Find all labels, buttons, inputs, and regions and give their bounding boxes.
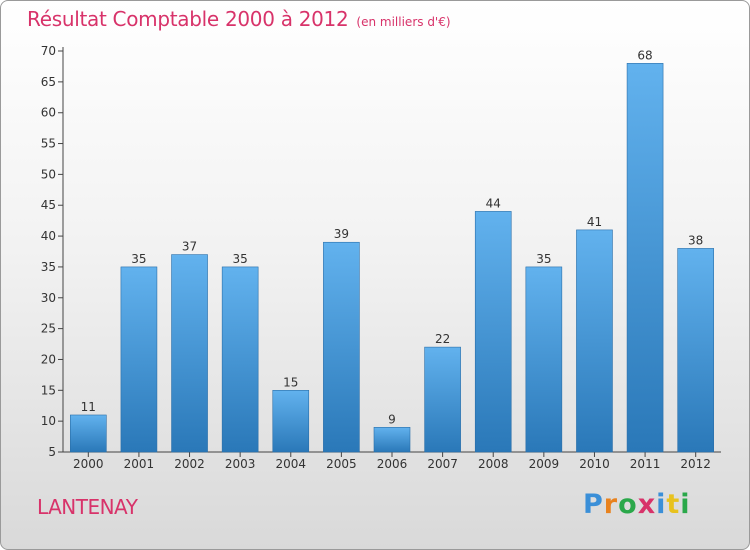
y-tick-label: 50 bbox=[41, 167, 56, 181]
y-tick-label: 25 bbox=[41, 322, 56, 336]
data-label: 38 bbox=[688, 233, 703, 247]
x-axis: 2000 2001 2002 2003 2004 2005 2006 2007 2008 2009… bbox=[63, 451, 721, 471]
x-tick-label: 2010 bbox=[579, 457, 610, 471]
bar bbox=[171, 254, 208, 453]
data-label: 11 bbox=[81, 400, 96, 414]
x-tick-label: 2008 bbox=[478, 457, 509, 471]
y-tick-label: 45 bbox=[41, 198, 56, 212]
y-tick-label: 5 bbox=[48, 445, 56, 459]
data-label: 22 bbox=[435, 332, 450, 346]
bars bbox=[70, 63, 714, 453]
y-tick-label: 55 bbox=[41, 137, 56, 151]
y-tick-label: 70 bbox=[41, 44, 56, 58]
bar bbox=[626, 63, 664, 453]
chart-title-main: Résultat Comptable 2000 à 2012 bbox=[27, 7, 349, 31]
commune-name: LANTENAY bbox=[37, 495, 138, 519]
x-tick-label: 2002 bbox=[174, 457, 205, 471]
y-tick-label: 10 bbox=[41, 414, 56, 428]
data-label: 39 bbox=[334, 227, 349, 241]
y-tick-label: 60 bbox=[41, 106, 56, 120]
brand-letter: i bbox=[656, 489, 667, 520]
proxiti-logo: Proxiti bbox=[583, 489, 691, 520]
y-tick-label: 40 bbox=[41, 229, 56, 243]
chart-subtitle: (en milliers d'€) bbox=[356, 15, 451, 29]
y-tick-label: 30 bbox=[41, 291, 56, 305]
bar bbox=[70, 414, 107, 453]
x-tick-label: 2005 bbox=[326, 457, 357, 471]
data-label: 68 bbox=[637, 48, 652, 62]
bar bbox=[424, 346, 461, 453]
brand-letter: P bbox=[583, 489, 604, 520]
bar bbox=[272, 390, 310, 453]
data-label: 44 bbox=[486, 196, 501, 210]
bar bbox=[474, 211, 512, 453]
data-label: 35 bbox=[233, 252, 248, 266]
data-label: 35 bbox=[131, 252, 146, 266]
y-axis: 5 10 15 20 25 30 35 40 45 50 55 60 65 70 bbox=[41, 44, 64, 459]
bar bbox=[373, 427, 411, 453]
x-tick-label: 2011 bbox=[630, 457, 661, 471]
brand-letter: i bbox=[680, 489, 691, 520]
x-tick-label: 2006 bbox=[377, 457, 408, 471]
data-labels: 11 35 37 35 15 39 9 22 44 35 41 68 38 bbox=[81, 48, 704, 426]
data-label: 15 bbox=[283, 375, 298, 389]
y-tick-label: 35 bbox=[41, 260, 56, 274]
brand-letter: x bbox=[637, 489, 657, 520]
x-tick-label: 2012 bbox=[680, 457, 711, 471]
x-tick-label: 2001 bbox=[124, 457, 155, 471]
brand-letter: t bbox=[666, 489, 681, 520]
x-tick-label: 2007 bbox=[427, 457, 458, 471]
data-label: 9 bbox=[388, 412, 396, 426]
data-label: 41 bbox=[587, 215, 602, 229]
brand-letter: o bbox=[618, 489, 638, 520]
x-tick-label: 2004 bbox=[275, 457, 306, 471]
data-label: 35 bbox=[536, 252, 551, 266]
chart-title: Résultat Comptable 2000 à 2012 (en millie… bbox=[27, 7, 451, 31]
x-tick-label: 2009 bbox=[529, 457, 560, 471]
bar bbox=[576, 229, 613, 453]
bar bbox=[221, 266, 259, 453]
bar bbox=[525, 266, 563, 453]
brand-letter: r bbox=[603, 489, 619, 520]
y-tick-label: 20 bbox=[41, 352, 56, 366]
x-tick-label: 2003 bbox=[225, 457, 256, 471]
x-tick-label: 2000 bbox=[73, 457, 104, 471]
bar bbox=[677, 248, 714, 453]
bar bbox=[323, 241, 360, 453]
bar bbox=[120, 266, 158, 453]
y-tick-label: 65 bbox=[41, 75, 56, 89]
y-tick-label: 15 bbox=[41, 383, 56, 397]
data-label: 37 bbox=[182, 240, 197, 254]
